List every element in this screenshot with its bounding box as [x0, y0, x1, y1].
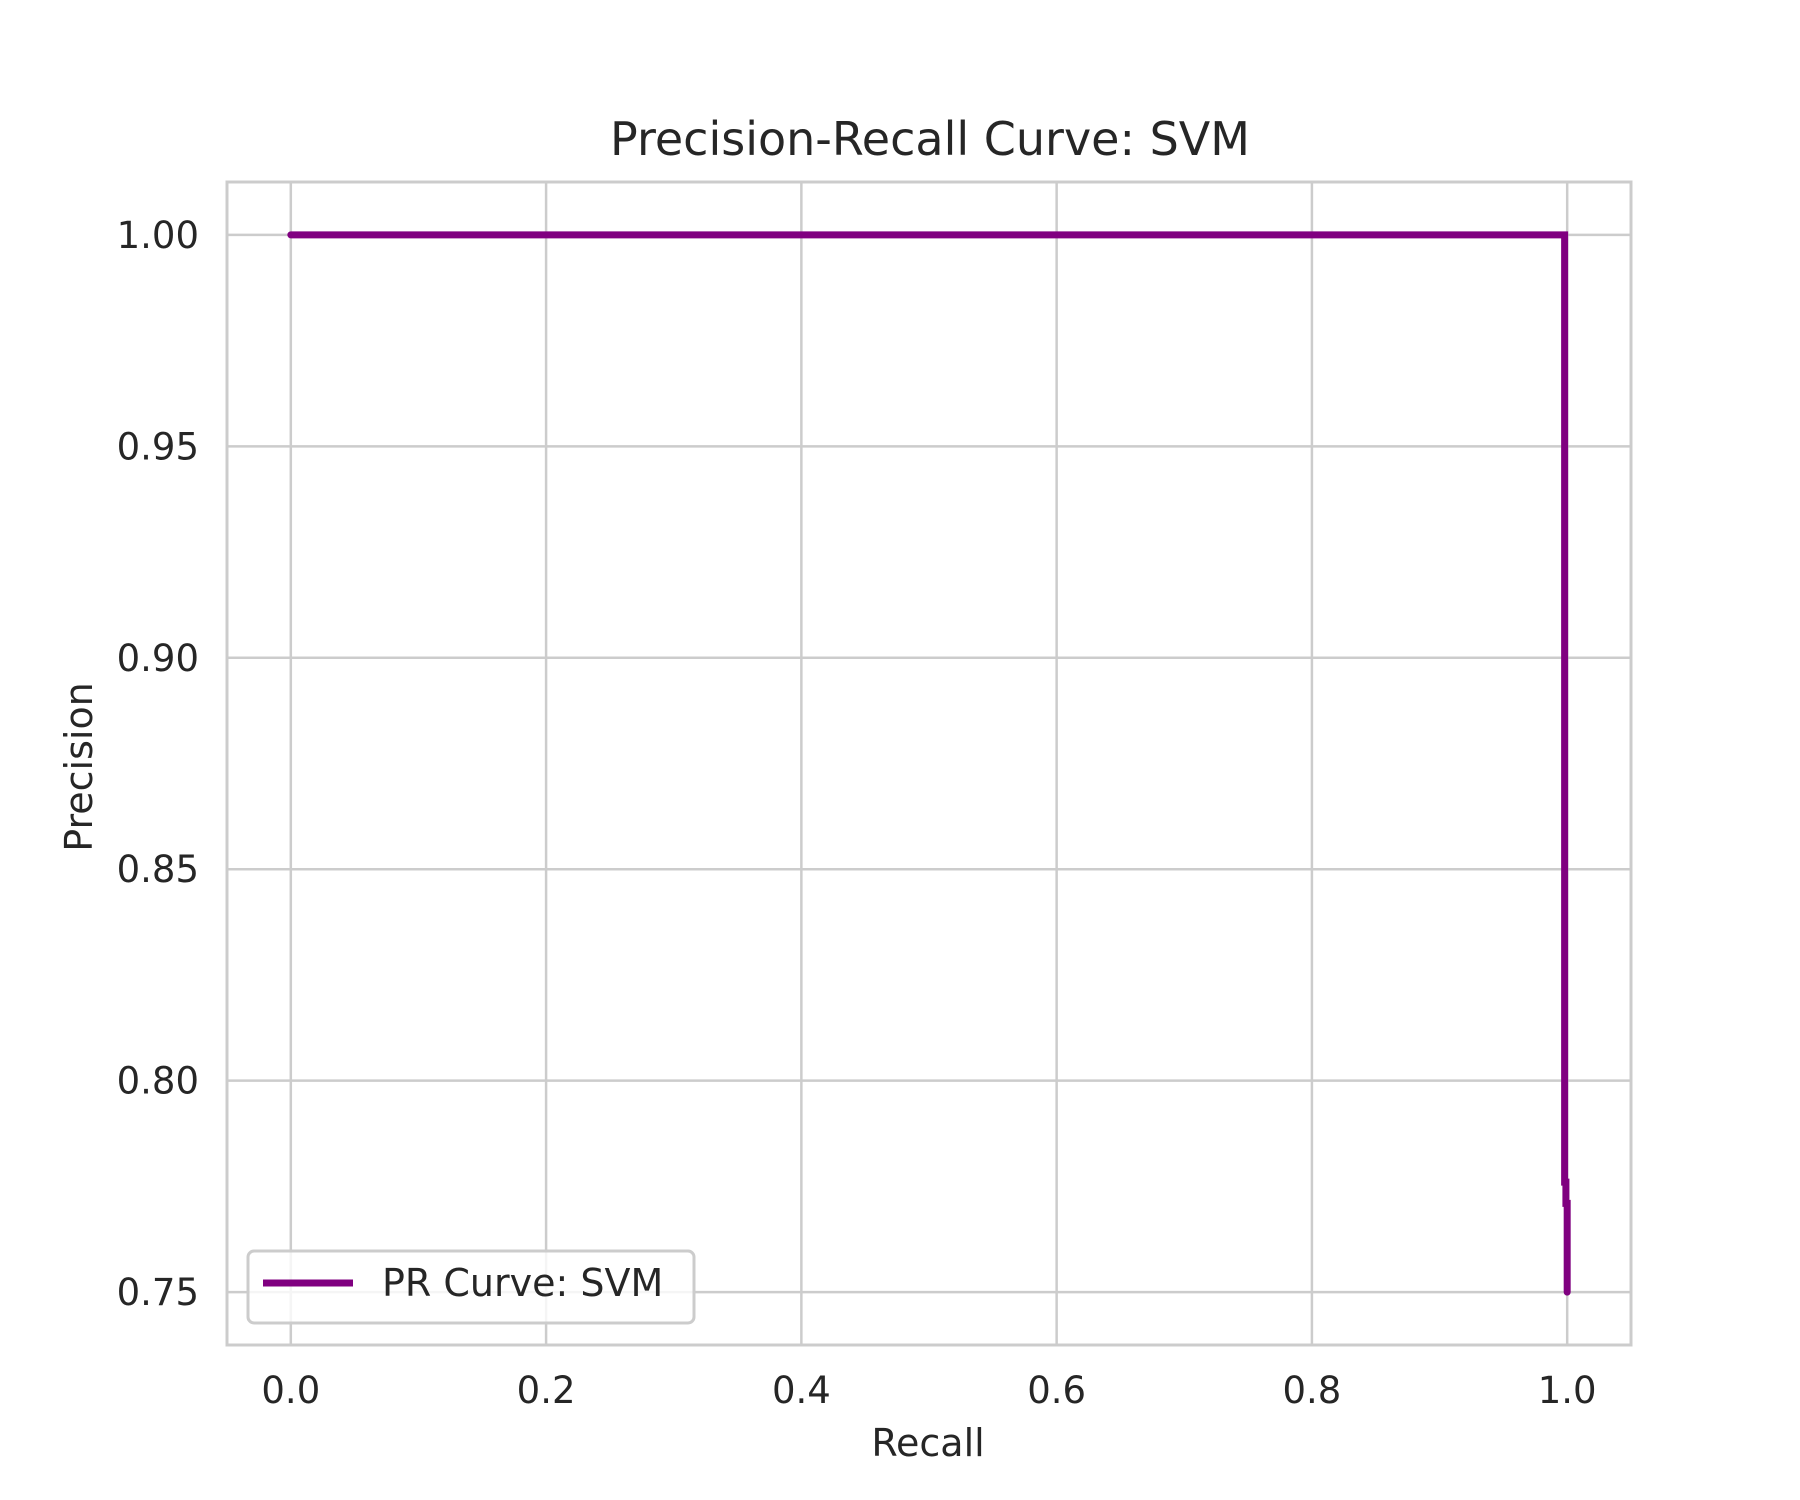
y-tick-label: 0.95: [117, 425, 199, 468]
x-tick-label: 1.0: [1538, 1369, 1597, 1412]
series-line-pr-curve: [287, 231, 1571, 1296]
x-tick-label: 0.4: [772, 1369, 831, 1412]
x-tick-label: 0.6: [1027, 1369, 1086, 1412]
legend: PR Curve: SVM: [246, 1249, 696, 1325]
x-tick-label: 0.0: [261, 1369, 320, 1412]
chart-title: Precision-Recall Curve: SVM: [610, 112, 1250, 166]
plot-frame: [225, 180, 1633, 1347]
y-tick-label: 0.90: [117, 637, 199, 680]
series-layer: [287, 231, 1571, 1296]
legend-label: PR Curve: SVM: [382, 1261, 663, 1305]
y-axis-label: Precision: [57, 682, 101, 852]
x-tick-label: 0.2: [517, 1369, 576, 1412]
y-tick-label: 0.85: [117, 848, 199, 891]
x-axis-label: Recall: [871, 1421, 984, 1465]
y-tick-label: 0.80: [117, 1060, 199, 1103]
y-tick-label: 1.00: [117, 214, 199, 257]
y-tick-label: 0.75: [117, 1271, 199, 1314]
grid-layer: [227, 182, 1631, 1345]
legend-box: [246, 1249, 696, 1325]
x-tick-label: 0.8: [1282, 1369, 1341, 1412]
tick-layer: 0.0 0.2 0.4 0.6 0.8 1.0 0.75 0.80 0.85 0.90 0.95 1.…: [117, 214, 1597, 1412]
